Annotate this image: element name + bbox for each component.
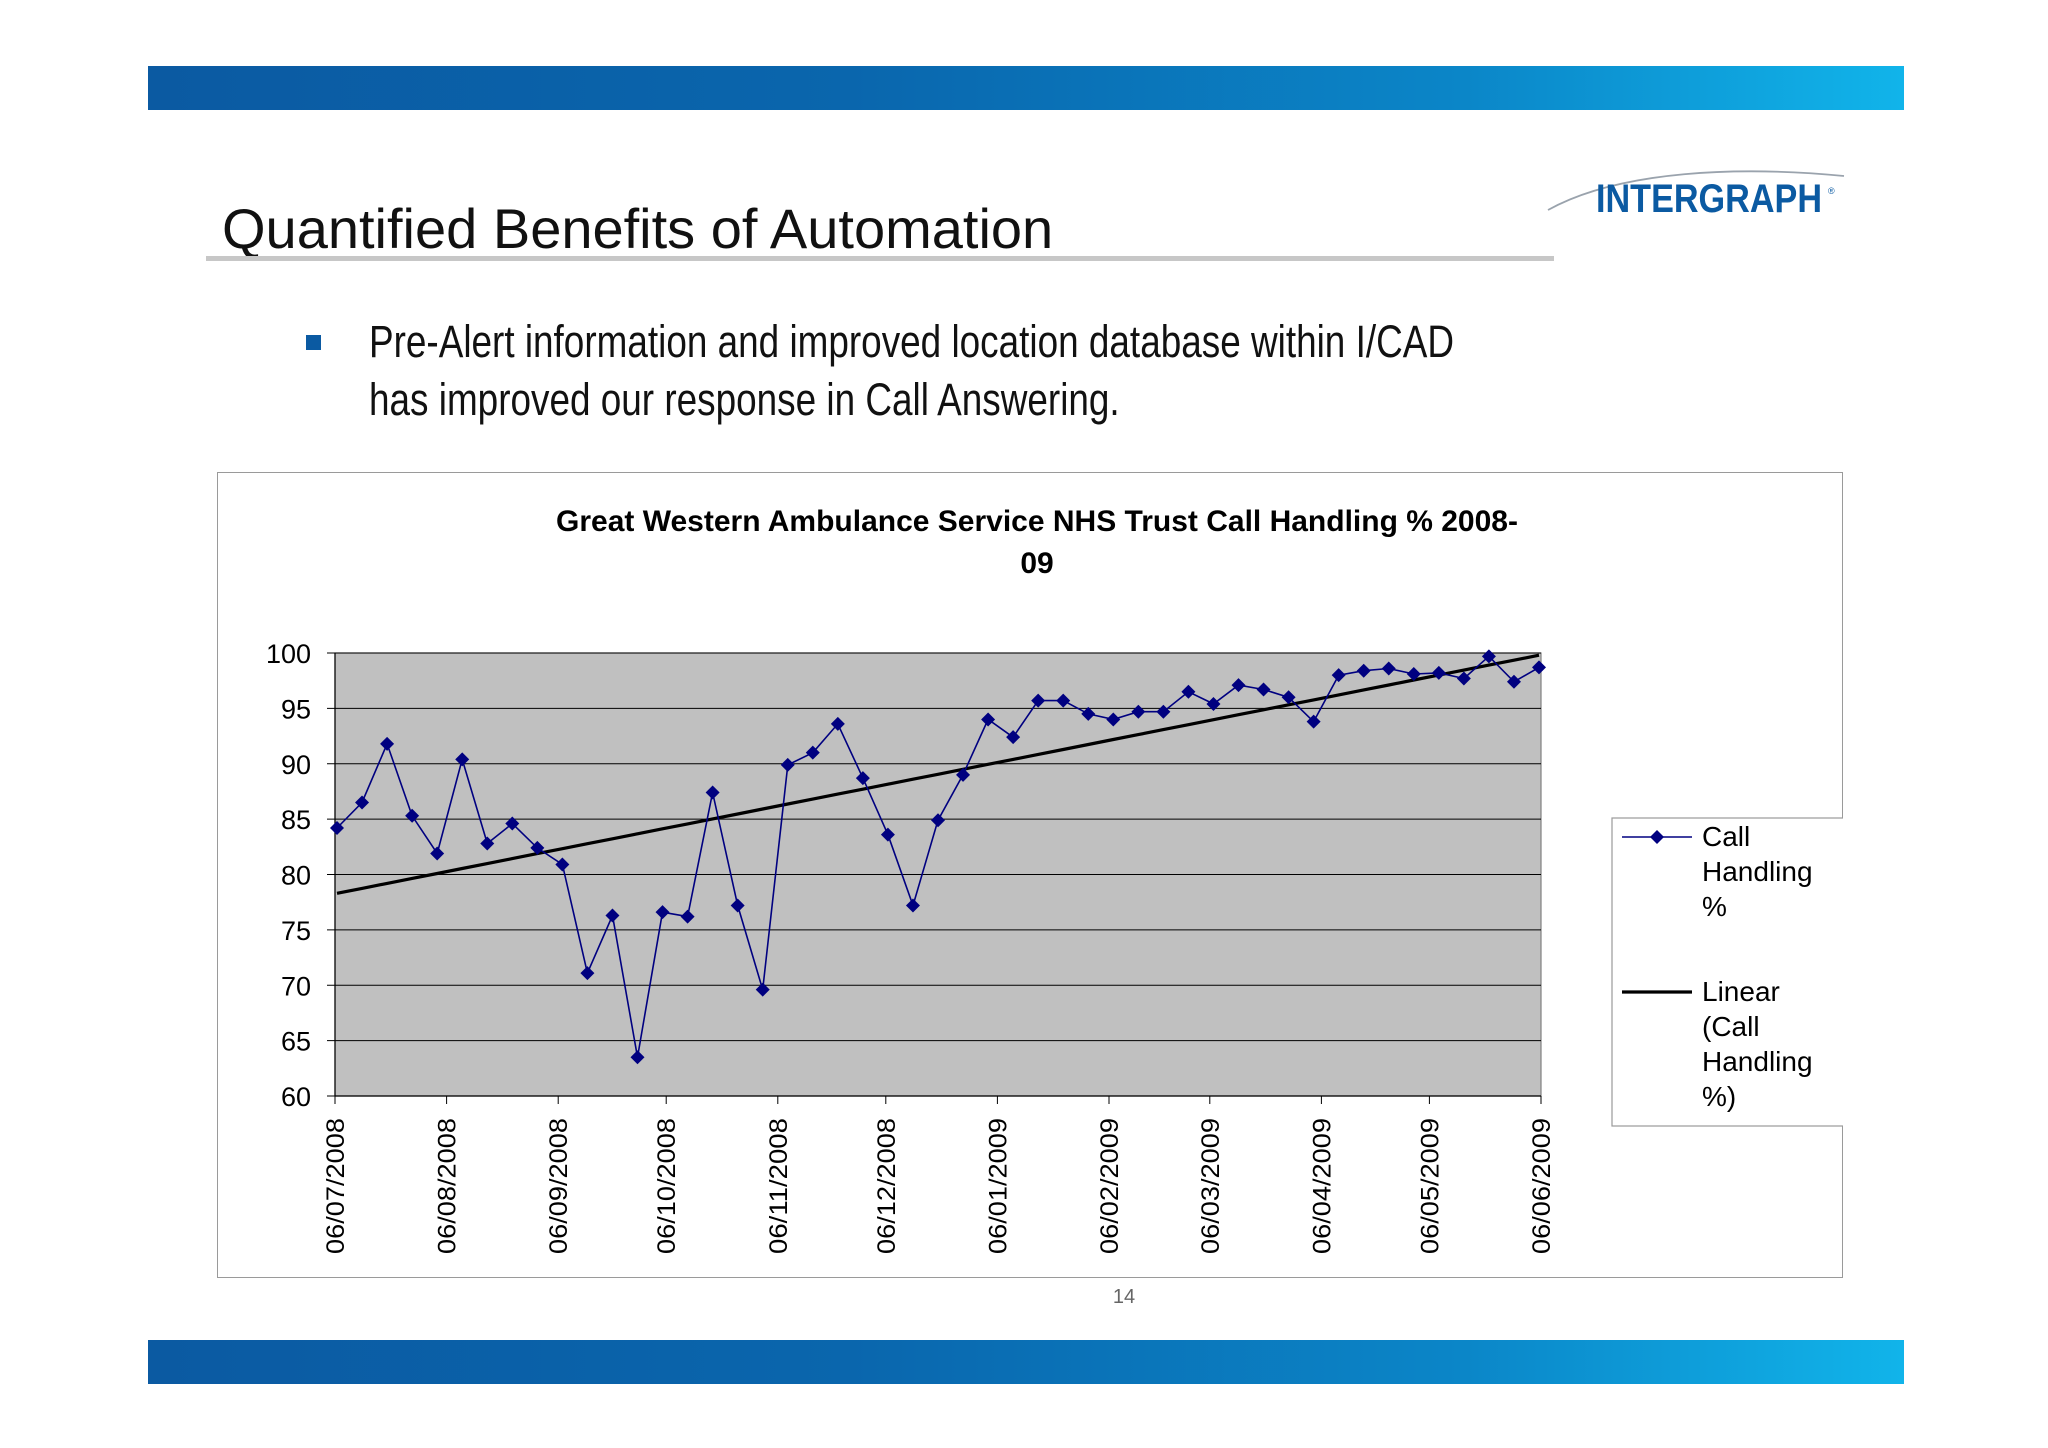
data-point [405, 808, 420, 823]
legend-label: Handling [1702, 1046, 1813, 1077]
data-point [1331, 668, 1346, 683]
page-number: 14 [1112, 1286, 1136, 1308]
data-point [1231, 678, 1246, 693]
y-tick-label: 75 [281, 916, 311, 946]
chart-title: Great Western Ambulance Service NHS Trus… [556, 505, 1518, 580]
legend-label: % [1702, 891, 1727, 922]
data-point [455, 752, 470, 767]
data-point [956, 767, 971, 782]
data-point [530, 840, 545, 855]
bottom-band [148, 1340, 1904, 1384]
y-tick-label: 80 [281, 861, 311, 891]
data-point [1356, 663, 1371, 678]
bullet-text: Pre-Alert information and improved locat… [369, 316, 1454, 425]
x-tick-label: 06/07/2008 [322, 1118, 350, 1254]
top-band [148, 66, 1904, 110]
legend-label: Handling [1702, 856, 1813, 887]
data-point [1456, 671, 1471, 686]
x-tick-label: 06/02/2009 [1096, 1118, 1124, 1254]
data-point [755, 982, 770, 997]
data-point [1381, 661, 1396, 676]
data-point [480, 836, 495, 851]
data-point [580, 966, 595, 981]
data-point [1131, 704, 1146, 719]
x-tick-label: 06/08/2008 [434, 1118, 462, 1254]
data-point [1106, 712, 1121, 727]
chart: Great Western Ambulance Service NHS Trus… [266, 505, 1843, 1254]
x-tick-label: 06/04/2009 [1308, 1118, 1336, 1254]
data-point [931, 813, 945, 828]
data-point [830, 716, 845, 731]
y-tick-label: 100 [266, 639, 311, 669]
data-point [730, 898, 745, 913]
x-tick-label: 06/10/2008 [653, 1118, 681, 1254]
x-tick-label: 06/11/2008 [765, 1118, 793, 1254]
data-point [1081, 706, 1096, 721]
data-point [1056, 693, 1071, 708]
x-tick-label: 06/01/2009 [984, 1118, 1012, 1254]
legend-label: Linear [1702, 976, 1780, 1007]
y-tick-label: 90 [281, 750, 311, 780]
legend-label: %) [1702, 1081, 1736, 1112]
legend-label: (Call [1702, 1011, 1760, 1042]
logo-swoosh [1547, 170, 1845, 211]
data-point [430, 846, 445, 861]
x-tick-label: 06/05/2009 [1416, 1118, 1444, 1254]
data-point [1506, 674, 1521, 689]
data-point [1281, 690, 1296, 705]
data-point [1431, 665, 1446, 680]
data-point [1006, 730, 1021, 745]
y-axis: 100 95 90 85 80 75 70 65 60 [266, 639, 1541, 1112]
legend: Call Handling% Linear (Call Handling%) [1611, 817, 1843, 1127]
series [330, 649, 1546, 1065]
logo-text: INTERGRAPH [1596, 177, 1822, 221]
data-point [855, 771, 870, 786]
slide-title: Quantified Benefits of Automation [222, 197, 1054, 260]
data-point [1206, 696, 1221, 711]
data-point [330, 820, 344, 835]
bullet-marker [306, 335, 321, 350]
data-point [555, 857, 570, 872]
data-point [1031, 693, 1046, 708]
x-axis: 06/07/2008 06/08/2008 06/09/2008 06/10/2008… [322, 1096, 1556, 1254]
svg-text:®: ® [1828, 186, 1835, 196]
title-rule [206, 256, 1554, 261]
chart-title-line: 09 [1020, 547, 1053, 580]
data-point [905, 898, 920, 913]
y-tick-label: 95 [281, 694, 311, 724]
legend-box [1611, 817, 1843, 1127]
data-point [680, 909, 695, 924]
intergraph-logo: INTERGRAPH ® [1547, 170, 1845, 221]
data-point [630, 1050, 645, 1065]
x-tick-label: 06/12/2008 [873, 1118, 901, 1254]
legend-label: Call [1702, 821, 1750, 852]
y-tick-label: 85 [281, 805, 311, 835]
data-point [1256, 682, 1271, 697]
data-point [605, 908, 620, 923]
chart-title-line: Great Western Ambulance Service NHS Trus… [556, 505, 1518, 538]
data-point [655, 905, 670, 920]
data-point [981, 712, 996, 727]
data-point [1406, 667, 1421, 682]
data-point [1181, 684, 1196, 699]
plot-area [334, 652, 1542, 1097]
x-tick-label: 06/03/2009 [1197, 1118, 1225, 1254]
data-point [505, 816, 520, 831]
x-tick-label: 06/06/2009 [1528, 1118, 1556, 1254]
y-tick-label: 70 [281, 971, 311, 1001]
data-point [880, 827, 895, 842]
data-point [780, 757, 795, 772]
legend-swatch-marker [1650, 830, 1664, 844]
data-point [1532, 660, 1546, 675]
data-point [705, 785, 720, 800]
y-tick-label: 60 [281, 1082, 311, 1112]
data-point [380, 736, 395, 751]
data-point [355, 795, 370, 810]
data-point [805, 745, 820, 760]
data-point [1156, 704, 1171, 719]
x-tick-label: 06/09/2008 [545, 1118, 573, 1254]
y-tick-label: 65 [281, 1027, 311, 1057]
data-point [1481, 649, 1496, 664]
